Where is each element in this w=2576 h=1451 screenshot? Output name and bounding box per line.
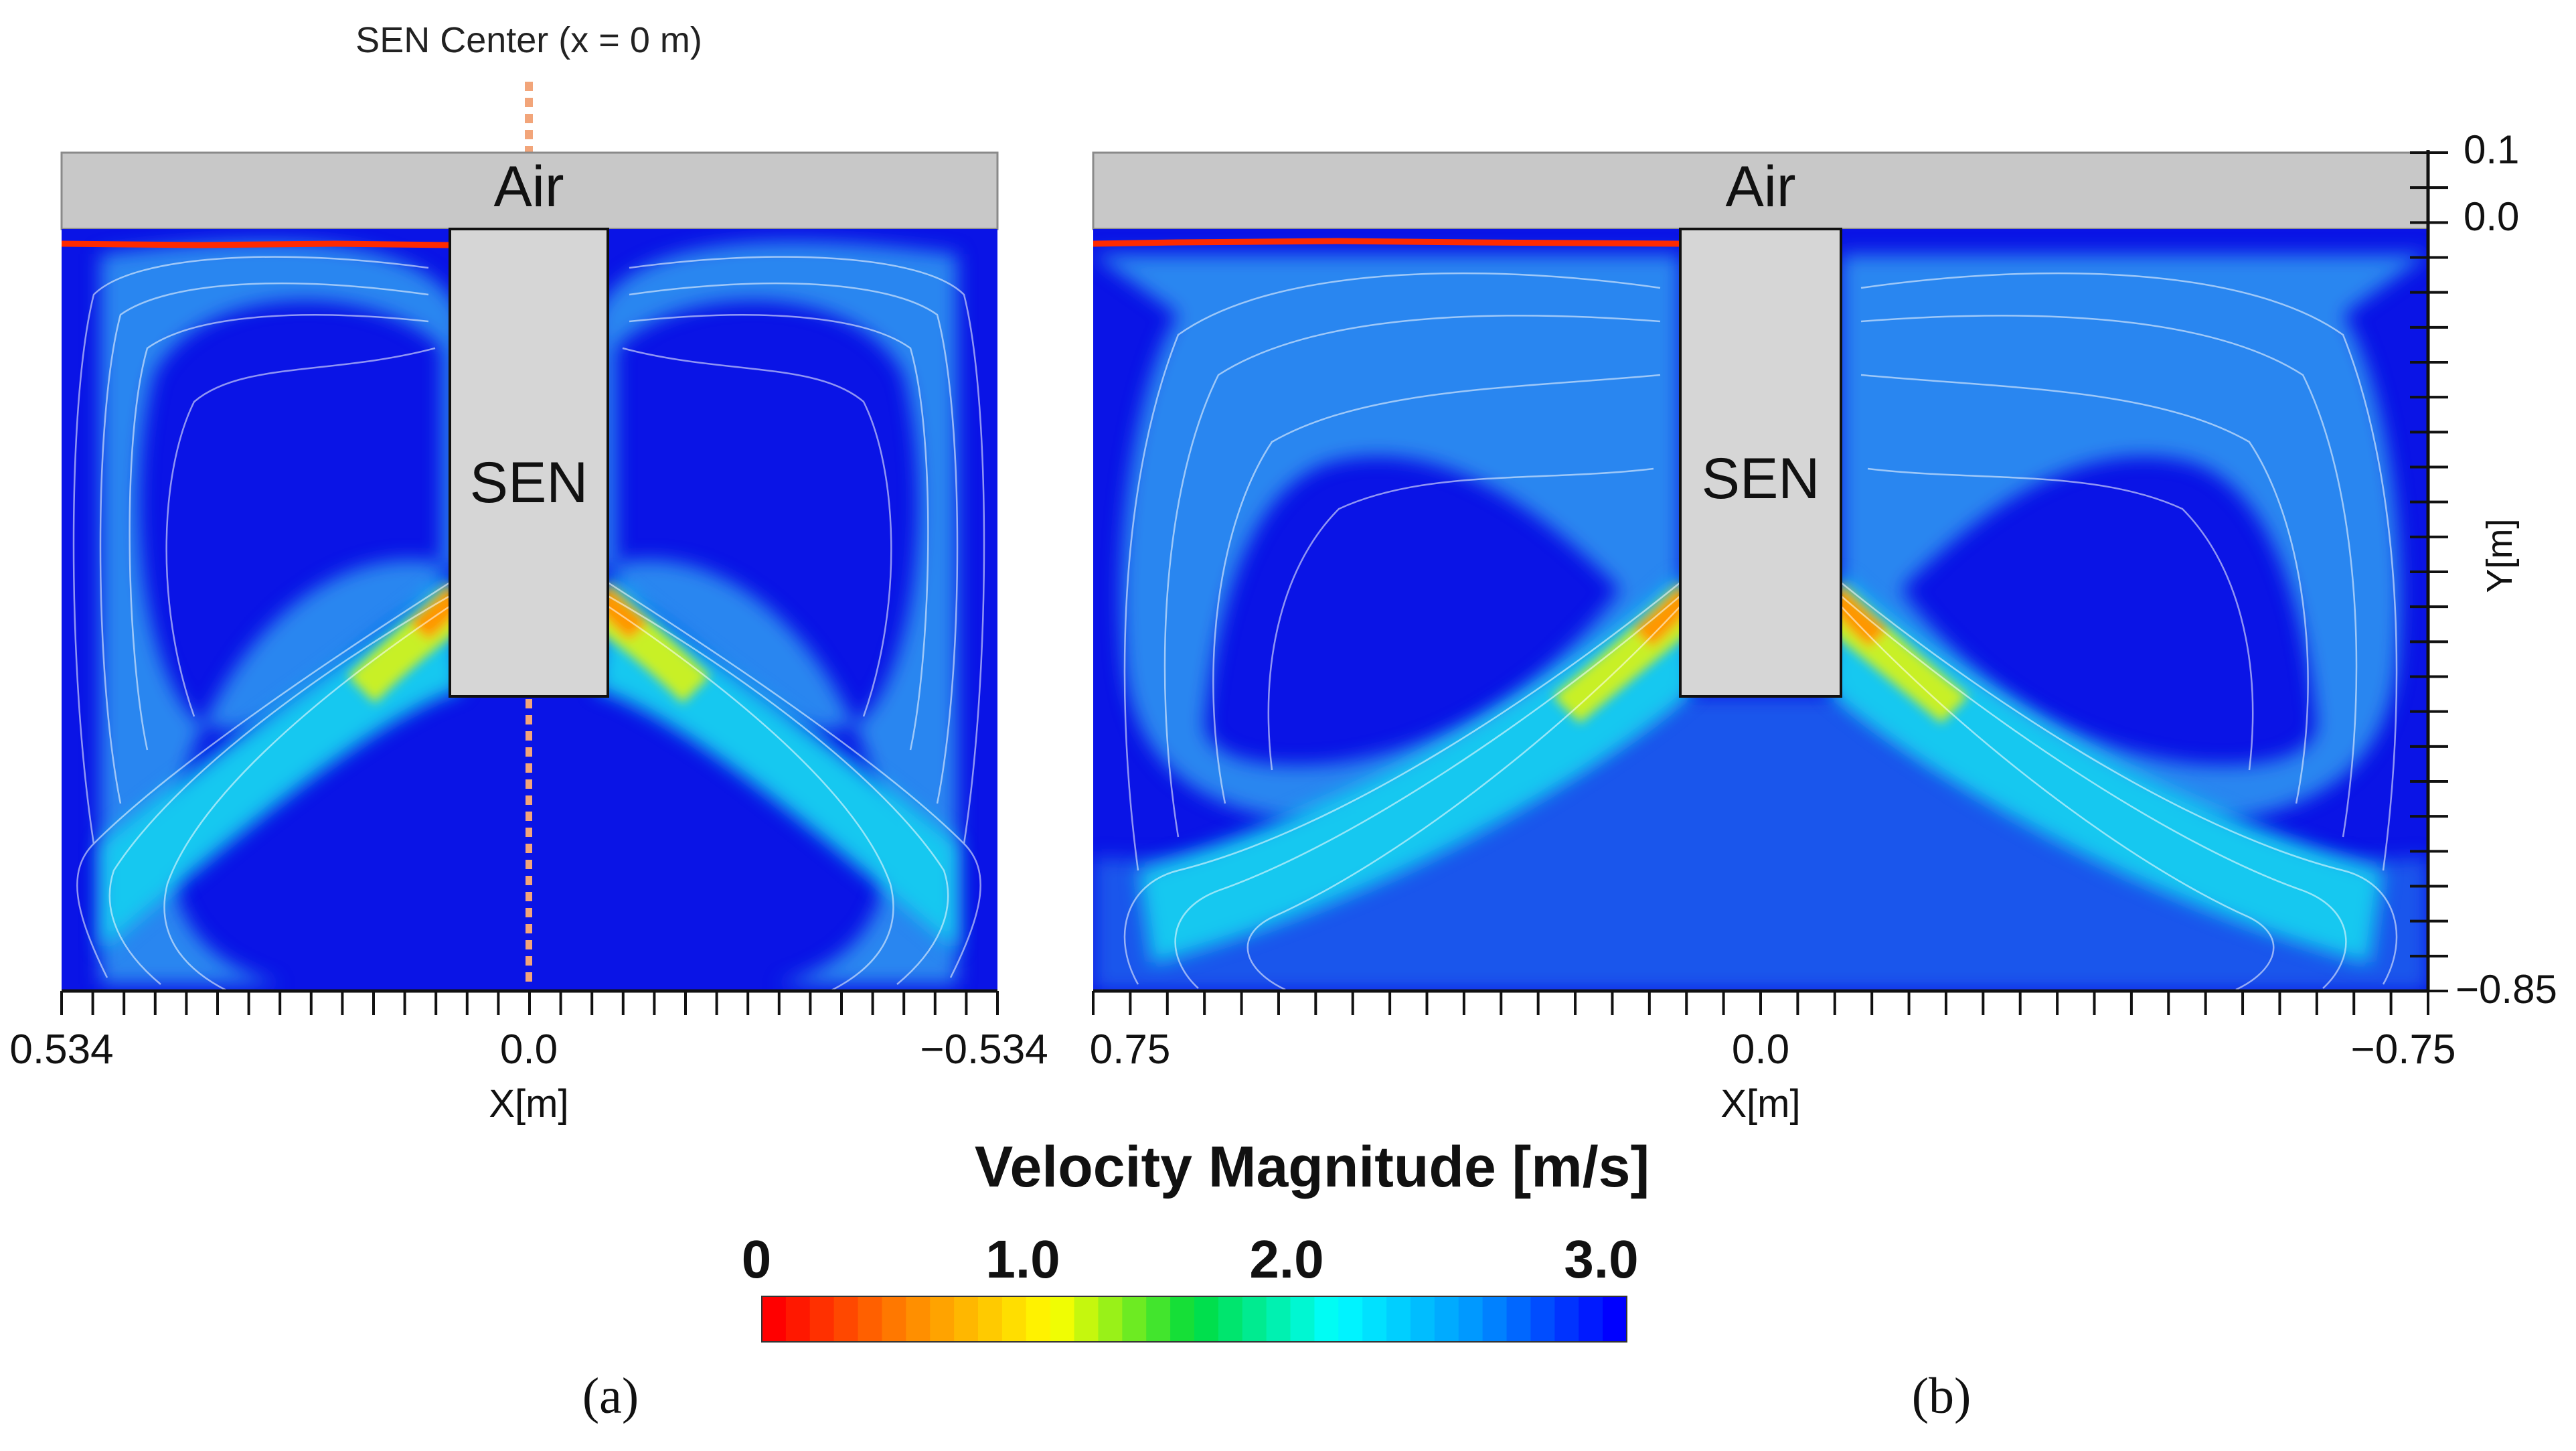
colorbar-swatch	[1266, 1296, 1291, 1342]
colorbar-swatch	[1218, 1296, 1243, 1342]
colorbar-swatch	[1603, 1296, 1627, 1342]
colorbar-swatch	[1579, 1296, 1603, 1342]
colorbar-swatch	[1530, 1296, 1555, 1342]
x-axis-label: X[m]	[489, 1082, 568, 1126]
colorbar-swatch	[1554, 1296, 1579, 1342]
colorbar-swatch	[906, 1296, 931, 1342]
colorbar-swatch	[858, 1296, 883, 1342]
air-label: Air	[1725, 155, 1795, 219]
colorbar-swatch	[785, 1296, 811, 1342]
colorbar-swatch	[1386, 1296, 1411, 1342]
sen-label: SEN	[470, 451, 588, 515]
colorbar-swatch	[1434, 1296, 1459, 1342]
colorbar-swatch	[1050, 1296, 1075, 1342]
x-axis-label: X[m]	[1720, 1082, 1800, 1126]
colorbar-swatch	[833, 1296, 859, 1342]
colorbar-swatch	[1458, 1296, 1483, 1342]
x-axis: 0.75 0.0 −0.75 X[m]	[1090, 989, 2456, 1126]
colorbar-tick-label: 0	[742, 1229, 772, 1289]
colorbar-swatch	[1362, 1296, 1387, 1342]
free-surface-line	[61, 240, 451, 248]
colorbar-swatch	[1098, 1296, 1123, 1342]
free-surface-line	[1093, 238, 1681, 247]
colorbar-swatch	[809, 1296, 835, 1342]
colorbar-swatch	[1194, 1296, 1219, 1342]
colorbar-swatch	[1506, 1296, 1532, 1342]
colorbar-swatch	[882, 1296, 906, 1342]
colorbar-tick-label: 3.0	[1564, 1229, 1638, 1289]
colorbar-swatch	[1290, 1296, 1315, 1342]
colorbar-swatch	[1026, 1296, 1051, 1342]
sen-nozzle	[1679, 228, 1842, 698]
colorbar-swatch	[1146, 1296, 1171, 1342]
x-tick-label-right: −0.534	[920, 1026, 1048, 1073]
y-tick-label-top: 0.1	[2464, 127, 2519, 172]
x-tick-label-center: 0.0	[500, 1026, 558, 1073]
y-tick-label-bottom: −0.85	[2456, 967, 2557, 1012]
air-label: Air	[493, 155, 564, 219]
colorbar-swatch	[1411, 1296, 1435, 1342]
colorbar-swatch	[1314, 1296, 1339, 1342]
sen-center-annotation: SEN Center (x = 0 m)	[355, 20, 702, 60]
sen-nozzle	[449, 228, 609, 698]
y-axis: 0.1 0.0 −0.85 Y[m]	[2410, 127, 2557, 1012]
colorbar-swatch	[762, 1296, 787, 1342]
colorbar-swatch	[1338, 1296, 1363, 1342]
colorbar-tick-label: 2.0	[1249, 1229, 1323, 1289]
colorbar-swatch	[1242, 1296, 1267, 1342]
air-region	[1092, 151, 2429, 230]
y-tick-label-zero: 0.0	[2464, 194, 2519, 239]
colorbar-swatch	[954, 1296, 979, 1342]
panel-caption: (b)	[1912, 1368, 1971, 1424]
colorbar-title: Velocity Magnitude [m/s]	[975, 1135, 1649, 1199]
x-tick-label-left: 0.75	[1090, 1026, 1171, 1073]
colorbar-swatch	[1482, 1296, 1508, 1342]
panel-caption: (a)	[582, 1368, 639, 1424]
y-axis-label: Y[m]	[2480, 518, 2520, 593]
x-axis: 0.534 0.0 −0.534 X[m]	[9, 989, 1048, 1126]
colorbar-swatch	[1122, 1296, 1147, 1342]
x-tick-label-right: −0.75	[2351, 1026, 2456, 1073]
colorbar-swatch	[978, 1296, 1003, 1342]
colorbar-swatch	[1170, 1296, 1195, 1342]
panel-a: Air	[9, 151, 1048, 1424]
x-tick-label-left: 0.534	[9, 1026, 113, 1073]
colorbar-tick-label: 1.0	[985, 1229, 1060, 1289]
x-tick-label-center: 0.0	[1732, 1026, 1789, 1073]
sen-label: SEN	[1702, 447, 1820, 511]
colorbar-swatch	[1074, 1296, 1099, 1342]
colorbar-swatch	[930, 1296, 955, 1342]
colorbar-swatch	[1001, 1296, 1027, 1342]
colorbar: Velocity Magnitude [m/s] 0 1.0 2.0 3.0	[742, 1135, 1649, 1343]
panel-b: Air	[1090, 127, 2557, 1424]
